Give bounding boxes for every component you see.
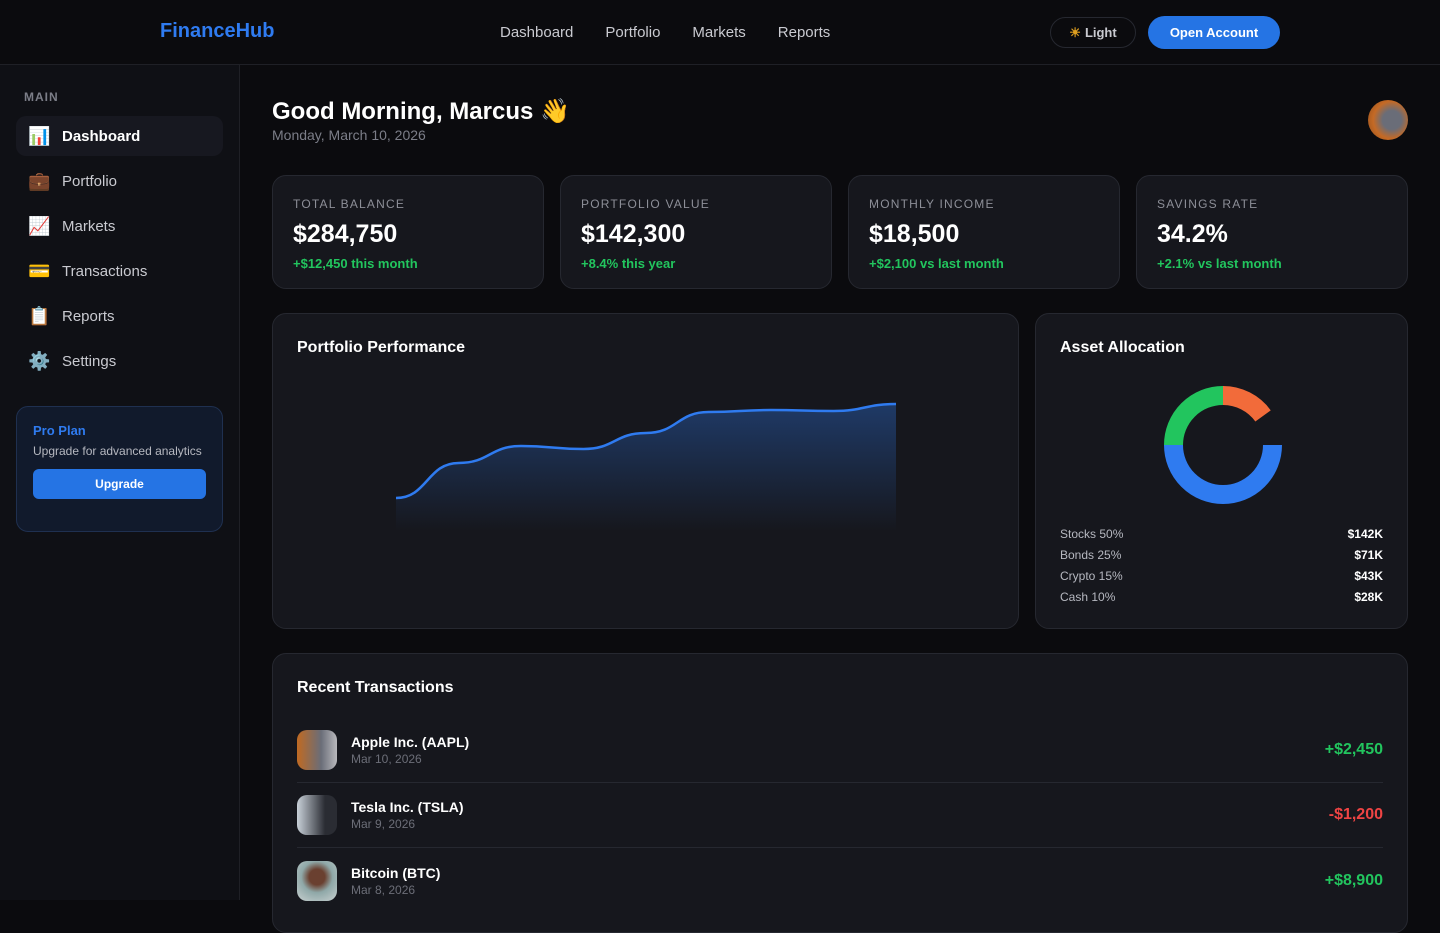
performance-area: [396, 404, 896, 531]
page-title: Good Morning, Marcus 👋: [272, 98, 570, 125]
portfolio-performance-card: Portfolio Performance: [272, 313, 1019, 629]
performance-chart: [395, 402, 897, 531]
sun-icon: ☀: [1069, 24, 1081, 40]
allocation-label: Stocks 50%: [1060, 527, 1124, 541]
allocation-row-stocks: Stocks 50% $142K: [1060, 527, 1383, 541]
sidebar-item-label: Reports: [62, 307, 115, 325]
card-title: Asset Allocation: [1060, 339, 1185, 356]
sidebar-section-label: MAIN: [24, 90, 59, 104]
stat-label: PORTFOLIO VALUE: [581, 197, 710, 211]
stat-label: MONTHLY INCOME: [869, 197, 995, 211]
nav-markets[interactable]: Markets: [692, 24, 746, 41]
transaction-name: Apple Inc. (AAPL): [351, 734, 470, 750]
sidebar-item-label: Markets: [62, 217, 116, 235]
transaction-name: Bitcoin (BTC): [351, 864, 441, 881]
transaction-amount: -$1,200: [1328, 806, 1383, 823]
transaction-date: Mar 10, 2026: [351, 752, 422, 766]
sidebar-item-label: Portfolio: [62, 172, 118, 190]
transaction-amount: +$2,450: [1324, 741, 1383, 758]
stat-change: +$12,450 this month: [293, 256, 418, 271]
credit-card-icon: 💳: [28, 260, 51, 281]
avatar[interactable]: [1368, 100, 1408, 140]
transaction-amount: +$8,900: [1324, 871, 1383, 889]
transaction-row[interactable]: Bitcoin (BTC) Mar 8, 2026 +$8,900: [297, 848, 1383, 913]
donut-slice-stocks: [1164, 444, 1282, 504]
stat-card-monthly-income: MONTHLY INCOME $18,500 +$2,100 vs last mon…: [848, 175, 1120, 289]
stat-value: 34.2%: [1157, 220, 1228, 248]
logo[interactable]: FinanceHub: [160, 20, 275, 42]
transaction-name: Tesla Inc. (TSLA): [351, 799, 464, 815]
card-title: Recent Transactions: [297, 679, 454, 696]
sidebar: MAIN 📊 Dashboard 💼 Portfolio 📈 Markets 💳 Tra…: [0, 65, 240, 900]
donut-slice-crypto: [1222, 386, 1271, 422]
briefcase-icon: 💼: [28, 170, 51, 191]
gear-icon: ⚙️: [28, 350, 51, 371]
asset-allocation-card: Asset Allocation Stocks 50% $142K Bonds 2…: [1035, 313, 1408, 629]
allocation-value: $43K: [1354, 569, 1383, 583]
transaction-date: Mar 8, 2026: [351, 882, 416, 897]
current-date: Monday, March 10, 2026: [272, 127, 426, 143]
nav-portfolio[interactable]: Portfolio: [605, 24, 661, 41]
allocation-donut-chart: [1164, 386, 1282, 504]
allocation-value: $142K: [1347, 527, 1383, 541]
sidebar-item-transactions[interactable]: 💳 Transactions: [16, 251, 223, 291]
top-bar: FinanceHub Dashboard Portfolio Markets R…: [0, 0, 1440, 65]
stat-label: SAVINGS RATE: [1157, 197, 1259, 211]
stat-value: $284,750: [293, 220, 398, 248]
upgrade-button[interactable]: Upgrade: [33, 469, 206, 499]
stat-card-total-balance: TOTAL BALANCE $284,750 +$12,450 this month: [272, 175, 544, 289]
stat-change: +2.1% vs last month: [1157, 256, 1282, 271]
stat-card-savings-rate: SAVINGS RATE 34.2% +2.1% vs last month: [1136, 175, 1408, 289]
nav-dashboard[interactable]: Dashboard: [500, 24, 574, 41]
stat-change: +8.4% this year: [581, 256, 676, 271]
stat-value: $18,500: [869, 220, 960, 248]
pro-plan-card: Pro Plan Upgrade for advanced analytics …: [16, 406, 223, 532]
theme-toggle-button[interactable]: ☀ Light: [1050, 17, 1136, 48]
open-account-button[interactable]: Open Account: [1148, 16, 1280, 49]
transaction-date: Mar 9, 2026: [351, 817, 416, 831]
allocation-label: Cash 10%: [1060, 590, 1116, 604]
sidebar-item-reports[interactable]: 📋 Reports: [16, 296, 223, 336]
stat-change: +$2,100 vs last month: [869, 256, 1004, 271]
transaction-row[interactable]: Apple Inc. (AAPL) Mar 10, 2026 +$2,450: [297, 718, 1383, 783]
sidebar-item-settings[interactable]: ⚙️ Settings: [16, 341, 223, 381]
allocation-label: Crypto 15%: [1060, 569, 1123, 583]
pro-plan-description: Upgrade for advanced analytics: [33, 444, 202, 458]
stat-value: $142,300: [581, 220, 686, 248]
allocation-row-bonds: Bonds 25% $71K: [1060, 548, 1383, 562]
sidebar-item-label: Settings: [62, 352, 117, 370]
recent-transactions-card: Recent Transactions Apple Inc. (AAPL) Mar…: [272, 653, 1408, 933]
trending-up-icon: 📈: [28, 215, 51, 236]
allocation-value: $28K: [1354, 590, 1383, 604]
stat-card-portfolio-value: PORTFOLIO VALUE $142,300 +8.4% this year: [560, 175, 832, 289]
top-nav: Dashboard Portfolio Markets Reports: [500, 24, 830, 41]
transaction-avatar: [297, 860, 337, 901]
sidebar-item-markets[interactable]: 📈 Markets: [16, 206, 223, 246]
clipboard-icon: 📋: [28, 305, 51, 326]
stat-label: TOTAL BALANCE: [293, 197, 406, 211]
theme-label: Light: [1084, 25, 1117, 40]
sidebar-item-label: Transactions: [62, 262, 148, 280]
sidebar-item-label: Dashboard: [62, 127, 141, 145]
sidebar-item-portfolio[interactable]: 💼 Portfolio: [16, 161, 223, 201]
transaction-row[interactable]: Tesla Inc. (TSLA) Mar 9, 2026 -$1,200: [297, 783, 1383, 848]
transaction-avatar: [297, 795, 337, 835]
allocation-row-crypto: Crypto 15% $43K: [1060, 569, 1383, 583]
allocation-value: $71K: [1354, 548, 1383, 562]
donut-slice-bonds: [1164, 386, 1224, 446]
performance-line: [395, 402, 897, 500]
allocation-label: Bonds 25%: [1060, 548, 1122, 562]
pro-plan-title: Pro Plan: [33, 423, 86, 438]
nav-reports[interactable]: Reports: [777, 24, 831, 41]
transaction-avatar: [297, 730, 337, 770]
allocation-row-cash: Cash 10% $28K: [1060, 590, 1383, 604]
card-title: Portfolio Performance: [297, 339, 466, 356]
chart-icon: 📊: [28, 125, 51, 146]
sidebar-item-dashboard[interactable]: 📊 Dashboard: [16, 116, 223, 156]
